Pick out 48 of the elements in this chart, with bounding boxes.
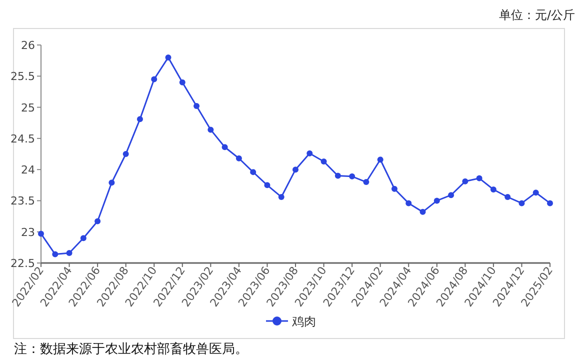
- point: [179, 79, 186, 86]
- point: [334, 172, 341, 179]
- point: [108, 180, 115, 186]
- y-tick-label: 25.5: [10, 70, 35, 84]
- y-tick-label: 23: [21, 226, 35, 239]
- point: [320, 158, 327, 164]
- point: [194, 103, 200, 110]
- point: [250, 169, 256, 176]
- point: [94, 218, 101, 224]
- y-tick-label: 24: [21, 164, 35, 177]
- point: [208, 126, 214, 133]
- point: [236, 155, 242, 162]
- legend-label: 鸡肉: [291, 314, 316, 328]
- point: [420, 208, 426, 215]
- point: [52, 251, 58, 258]
- point: [151, 76, 158, 82]
- point: [490, 186, 496, 193]
- point: [165, 54, 172, 60]
- point: [222, 144, 228, 150]
- point: [518, 200, 525, 206]
- point: [532, 190, 539, 196]
- point: [278, 194, 284, 200]
- point: [462, 178, 468, 184]
- point: [547, 200, 553, 206]
- y-tick-label: 26: [21, 39, 35, 52]
- point: [38, 230, 44, 237]
- point: [363, 179, 370, 186]
- point: [264, 182, 270, 188]
- point: [504, 194, 511, 200]
- point: [306, 150, 313, 156]
- point: [391, 186, 398, 192]
- point: [66, 250, 72, 256]
- point: [377, 156, 384, 163]
- point: [349, 173, 356, 180]
- point: [80, 235, 86, 242]
- y-tick-label: 23.5: [10, 194, 35, 208]
- y-tick-label: 24.5: [10, 132, 35, 146]
- y-tick-label: 22.5: [10, 257, 35, 270]
- point: [406, 200, 412, 206]
- point: [292, 166, 298, 173]
- text: 注：数据来源于农业农村部畜牧兽医局。: [14, 341, 248, 357]
- point: [434, 198, 440, 204]
- y-tick-label: 25: [21, 101, 35, 114]
- point: [448, 192, 454, 198]
- point: [136, 116, 143, 122]
- point: [122, 151, 129, 157]
- point: [476, 175, 482, 182]
- y-axis-title: 单位：元/公斤: [498, 8, 575, 22]
